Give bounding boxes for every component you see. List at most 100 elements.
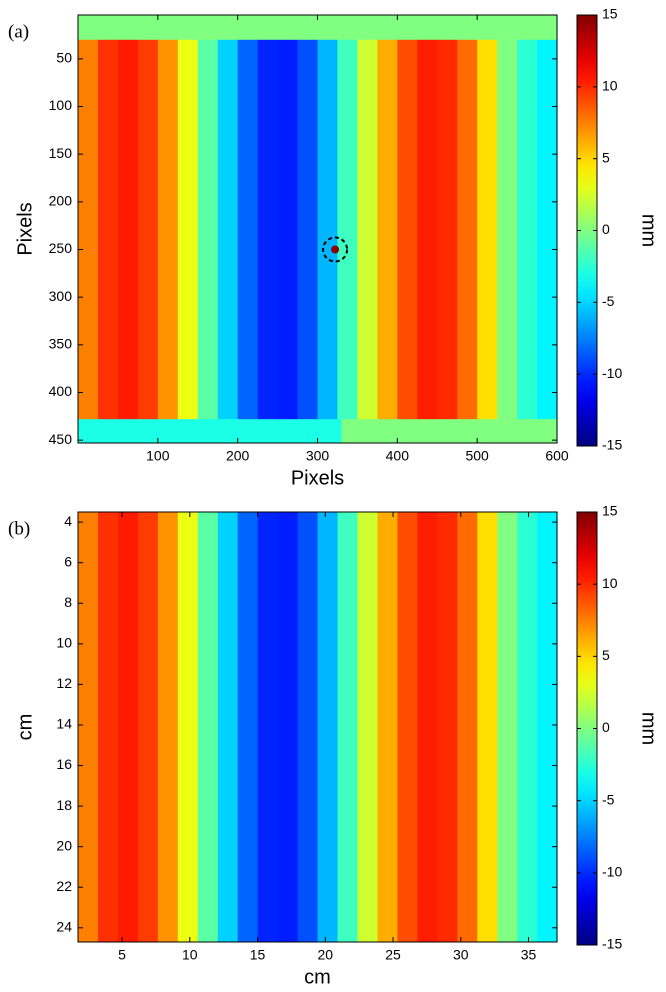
heatmap-column bbox=[437, 15, 458, 443]
colorbar-tick-label: 5 bbox=[602, 647, 610, 663]
heatmap-column bbox=[377, 15, 398, 443]
heatmap-column bbox=[197, 512, 219, 942]
x-tick-label: 200 bbox=[226, 448, 250, 464]
colorbar-tick-label: -5 bbox=[602, 791, 615, 807]
colorbar-tick-label: 5 bbox=[602, 149, 610, 165]
panel-label: (a) bbox=[8, 21, 29, 42]
heatmap-column bbox=[537, 512, 558, 942]
heatmap-column bbox=[337, 15, 359, 443]
heatmap-column bbox=[78, 15, 99, 443]
y-tick-label: 4 bbox=[64, 513, 72, 529]
y-tick-label: 22 bbox=[56, 878, 72, 894]
heatmap-column bbox=[277, 15, 299, 443]
heatmap-column bbox=[517, 512, 538, 942]
heatmap-column bbox=[297, 15, 319, 443]
y-tick-label: 150 bbox=[49, 145, 73, 161]
y-tick-label: 14 bbox=[56, 716, 72, 732]
colorbar-tick-label: -10 bbox=[602, 864, 622, 880]
marker-circle bbox=[322, 236, 349, 263]
heatmap-column bbox=[417, 512, 438, 942]
y-axis-label: cm bbox=[14, 714, 36, 741]
heatmap-column bbox=[497, 512, 518, 942]
x-tick-label: 400 bbox=[386, 448, 410, 464]
heatmap-column bbox=[477, 512, 498, 942]
heatmap-column bbox=[257, 512, 279, 942]
y-tick-label: 250 bbox=[49, 240, 73, 256]
heatmap-column bbox=[497, 15, 518, 443]
heatmap-column bbox=[537, 15, 558, 443]
x-tick-label: 300 bbox=[306, 448, 330, 464]
x-tick-label: 5 bbox=[118, 947, 126, 963]
heatmap-column bbox=[78, 512, 99, 942]
y-tick-label: 20 bbox=[56, 837, 72, 853]
panel-label: (b) bbox=[8, 518, 30, 539]
colorbar-tick-label: -5 bbox=[602, 293, 615, 309]
y-tick-label: 300 bbox=[49, 288, 73, 304]
heatmap-column bbox=[237, 512, 259, 942]
y-tick-label: 8 bbox=[64, 594, 72, 610]
x-tick-label: 100 bbox=[146, 448, 170, 464]
colorbar-tick-label: 0 bbox=[602, 221, 610, 237]
x-axis-label: cm bbox=[304, 966, 331, 988]
heatmap-column bbox=[197, 15, 219, 443]
y-tick-label: 18 bbox=[56, 797, 72, 813]
heatmap-column bbox=[297, 512, 319, 942]
heatmap-column bbox=[457, 512, 478, 942]
colorbar-tick-label: 10 bbox=[602, 575, 618, 591]
colorbar-label: mm bbox=[638, 712, 660, 745]
heatmap-column bbox=[277, 512, 299, 942]
heatmap bbox=[78, 512, 558, 942]
y-tick-label: 400 bbox=[49, 383, 73, 399]
heatmap-column bbox=[137, 15, 159, 443]
y-axis-label: Pixels bbox=[14, 202, 36, 255]
colorbar-label: mm bbox=[638, 214, 660, 247]
heatmap-column bbox=[417, 15, 438, 443]
heatmap-column bbox=[217, 512, 239, 942]
heatmap-column bbox=[437, 512, 458, 942]
heatmap bbox=[78, 15, 558, 443]
heatmap-column bbox=[117, 15, 139, 443]
heatmap-column bbox=[237, 15, 259, 443]
colorbar-tick-label: 0 bbox=[602, 719, 610, 735]
x-tick-label: 500 bbox=[465, 448, 489, 464]
x-tick-label: 20 bbox=[318, 947, 334, 963]
heatmap-column bbox=[377, 512, 399, 942]
heatmap-column bbox=[337, 512, 359, 942]
heatmap-column bbox=[97, 512, 119, 942]
heatmap-column bbox=[357, 512, 379, 942]
heatmap-column bbox=[357, 15, 378, 443]
heatmap-column bbox=[97, 15, 119, 443]
heatmap-column bbox=[217, 15, 239, 443]
x-tick-label: 600 bbox=[545, 448, 569, 464]
y-tick-label: 200 bbox=[49, 193, 73, 209]
y-tick-label: 6 bbox=[64, 553, 72, 569]
y-tick-label: 24 bbox=[56, 919, 72, 935]
colorbar-tick-label: 10 bbox=[602, 78, 618, 94]
y-tick-label: 450 bbox=[49, 431, 73, 447]
x-tick-label: 10 bbox=[182, 947, 198, 963]
colorbar-tick-label: 15 bbox=[602, 6, 618, 22]
y-tick-label: 12 bbox=[56, 675, 72, 691]
heatmap-column bbox=[317, 15, 339, 443]
heatmap-column bbox=[457, 15, 478, 443]
heatmap-column bbox=[137, 512, 159, 942]
y-tick-label: 100 bbox=[49, 97, 73, 113]
colorbar-tick-label: 15 bbox=[602, 503, 618, 519]
y-tick-label: 10 bbox=[56, 635, 72, 651]
y-tick-label: 350 bbox=[49, 336, 73, 352]
heatmap-column bbox=[157, 512, 179, 942]
heatmap-column bbox=[177, 512, 199, 942]
heatmap-column bbox=[177, 15, 199, 443]
plot-frame bbox=[77, 511, 558, 943]
x-tick-label: 30 bbox=[453, 947, 469, 963]
heatmap-column bbox=[157, 15, 179, 443]
y-tick-label: 50 bbox=[56, 50, 72, 66]
masked-region bbox=[78, 419, 342, 443]
x-tick-label: 15 bbox=[250, 947, 266, 963]
masked-region bbox=[341, 419, 557, 443]
heatmap-column bbox=[257, 15, 279, 443]
colorbar-tick-label: -15 bbox=[602, 437, 622, 453]
heatmap-column bbox=[477, 15, 498, 443]
colorbar-tick-label: -10 bbox=[602, 365, 622, 381]
